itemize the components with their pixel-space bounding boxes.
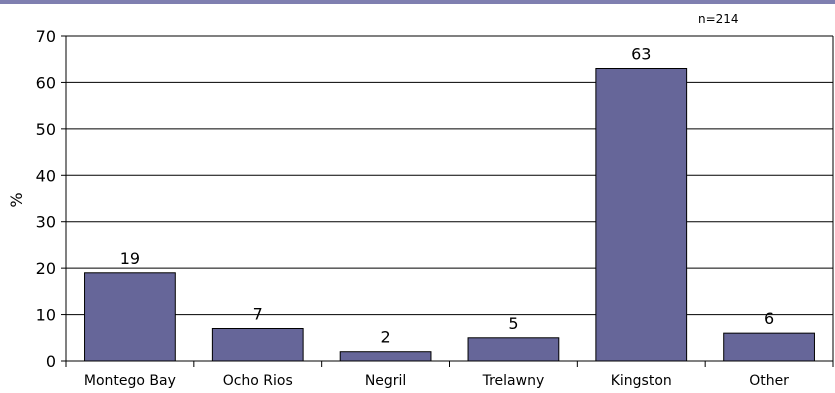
x-category-label: Negril [365,373,407,389]
y-tick-label: 30 [36,213,56,232]
bar-trelawny [467,337,560,362]
y-tick-label: 50 [36,120,56,139]
x-category-label: Ocho Rios [223,373,293,389]
y-tick-label: 60 [36,73,56,92]
data-label: 19 [120,249,140,268]
axes [61,35,834,367]
data-label: 63 [631,45,651,64]
bar-ocho-rios [211,328,304,362]
sample-size-annotation: n=214 [698,12,739,26]
y-tick-label: 0 [46,352,56,371]
x-category-label: Other [749,373,789,389]
y-tick-label: 20 [36,259,56,278]
bar-montego-bay [84,272,176,362]
x-category-label: Trelawny [482,373,545,389]
y-axis-title: % [7,192,26,207]
top-border-rule [0,0,835,4]
x-category-label: Kingston [611,373,672,389]
data-label: 6 [764,309,774,328]
y-tick-label: 70 [36,27,56,46]
y-tick-label: 10 [36,306,56,325]
x-category-label: Montego Bay [84,373,176,389]
data-label: 5 [508,314,518,333]
bar-kingston [595,68,688,362]
data-label: 2 [380,328,390,347]
bar-other [723,332,815,362]
gridlines [66,35,833,316]
labels: 0 10 20 30 40 50 60 70 19 Montego Bay 7 Ocho Rios 2 N… [36,27,790,389]
data-label: 7 [253,305,263,324]
bars [84,68,815,362]
bar-negril [339,351,432,362]
y-tick-label: 40 [36,166,56,185]
